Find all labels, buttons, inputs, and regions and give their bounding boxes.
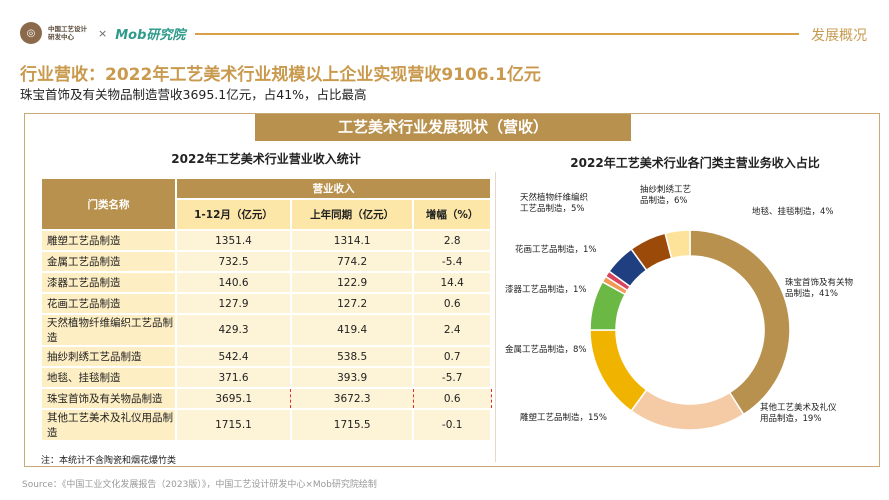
table-row: 地毯、挂毯制造 371.6 393.9 -5.7 [40, 366, 492, 389]
donut-slice [664, 229, 691, 260]
cell-previous: 127.2 [289, 292, 415, 315]
band-title: 工艺美术行业发展现状（营收） [255, 114, 631, 141]
cell-previous: 1715.5 [289, 408, 415, 442]
table-row: 珠宝首饰及有关物品制造 3695.1 3672.3 0.6 [40, 387, 492, 410]
cell-previous: 774.2 [289, 250, 415, 273]
cell-previous: 122.9 [289, 271, 415, 294]
cell-growth: 2.4 [412, 313, 492, 347]
donut-slice [689, 229, 791, 416]
panel-divider [495, 172, 496, 462]
table-row: 天然植物纤维编织工艺品制造 429.3 419.4 2.4 [40, 313, 492, 347]
cell-name: 天然植物纤维编织工艺品制造 [40, 313, 177, 347]
cell-current: 429.3 [175, 313, 292, 347]
cell-growth: -5.4 [412, 250, 492, 273]
cell-name: 金属工艺品制造 [40, 250, 177, 273]
table-row: 漆器工艺品制造 140.6 122.9 14.4 [40, 271, 492, 294]
cell-name: 漆器工艺品制造 [40, 271, 177, 294]
header-current: 1-12月（亿元） [175, 198, 292, 231]
table-row: 金属工艺品制造 732.5 774.2 -5.4 [40, 250, 492, 273]
cell-current: 1351.4 [175, 229, 292, 252]
slice-label: 雕塑工艺品制造，15% [520, 412, 607, 423]
source-text: Source：《中国工业文化发展报告（2023版）》，中国工艺设计研发中心×Mo… [22, 480, 377, 490]
table-note: 注：本统计不含陶瓷和烟花爆竹类 [41, 456, 177, 466]
cell-name: 抽纱刺绣工艺品制造 [40, 345, 177, 368]
table-title: 2022年工艺美术行业营业收入统计 [171, 152, 361, 166]
cell-current: 371.6 [175, 366, 292, 389]
table-row: 花画工艺品制造 127.9 127.2 0.6 [40, 292, 492, 315]
cell-growth: 14.4 [412, 271, 492, 294]
cell-growth: -0.1 [412, 408, 492, 442]
cell-previous: 419.4 [289, 313, 415, 347]
slice-label: 漆器工艺品制造，1% [505, 284, 587, 295]
cell-name: 花画工艺品制造 [40, 292, 177, 315]
cell-growth: 0.7 [412, 345, 492, 368]
table-row: 抽纱刺绣工艺品制造 542.4 538.5 0.7 [40, 345, 492, 368]
header-previous: 上年同期（亿元） [289, 198, 415, 231]
table-row: 其他工艺美术及礼仪用品制造 1715.1 1715.5 -0.1 [40, 408, 492, 442]
cell-previous: 538.5 [289, 345, 415, 368]
header-divider [195, 33, 799, 35]
slice-label: 金属工艺品制造，8% [505, 344, 587, 355]
mob-logo: Mob研究院 [115, 27, 186, 43]
cell-current: 542.4 [175, 345, 292, 368]
cell-name: 雕塑工艺品制造 [40, 229, 177, 252]
donut-slice [589, 329, 648, 412]
chart-title: 2022年工艺美术行业各门类主营业务收入占比 [570, 156, 820, 170]
header-logos: ◎ 中国工艺设计研发中心 × Mob研究院 [20, 22, 185, 44]
header-category: 门类名称 [40, 177, 177, 231]
slice-label: 其他工艺美术及礼仪用品制造，19% [760, 402, 837, 424]
org-seal-icon: ◎ [20, 22, 42, 44]
section-label: 发展概况 [811, 28, 867, 44]
slice-label: 抽纱刺绣工艺品制造，6% [640, 184, 691, 206]
header-growth: 增幅（%） [412, 198, 492, 231]
cell-current: 732.5 [175, 250, 292, 273]
slice-label: 地毯、挂毯制造，4% [752, 206, 834, 217]
cell-name: 其他工艺美术及礼仪用品制造 [40, 408, 177, 442]
cell-current: 127.9 [175, 292, 292, 315]
cell-previous: 3672.3 [290, 387, 414, 410]
cell-growth: 0.6 [412, 292, 492, 315]
slice-label: 花画工艺品制造，1% [515, 244, 597, 255]
cell-growth: 0.6 [412, 387, 492, 410]
cell-growth: 2.8 [412, 229, 492, 252]
org-logo-text: 中国工艺设计研发中心 [48, 25, 87, 41]
header-revenue: 营业收入 [175, 177, 492, 200]
slice-label: 珠宝首饰及有关物品制造，41% [785, 277, 854, 299]
page-title: 行业营收：2022年工艺美术行业规模以上企业实现营收9106.1亿元 [20, 65, 541, 85]
cell-previous: 393.9 [289, 366, 415, 389]
cell-growth: -5.7 [412, 366, 492, 389]
separator: × [98, 26, 108, 40]
revenue-table: 门类名称 营业收入 1-12月（亿元） 上年同期（亿元） 增幅（%） 雕塑工艺品… [40, 177, 492, 442]
cell-previous: 1314.1 [289, 229, 415, 252]
cell-name: 珠宝首饰及有关物品制造 [40, 387, 177, 410]
donut-slice [630, 388, 745, 431]
page-subtitle: 珠宝首饰及有关物品制造营收3695.1亿元，占41%，占比最高 [20, 87, 367, 102]
slice-label: 天然植物纤维编织工艺品制造，5% [520, 192, 588, 214]
cell-name: 地毯、挂毯制造 [40, 366, 177, 389]
cell-current: 140.6 [175, 271, 292, 294]
cell-current: 1715.1 [175, 408, 292, 442]
table-row: 雕塑工艺品制造 1351.4 1314.1 2.8 [40, 229, 492, 252]
